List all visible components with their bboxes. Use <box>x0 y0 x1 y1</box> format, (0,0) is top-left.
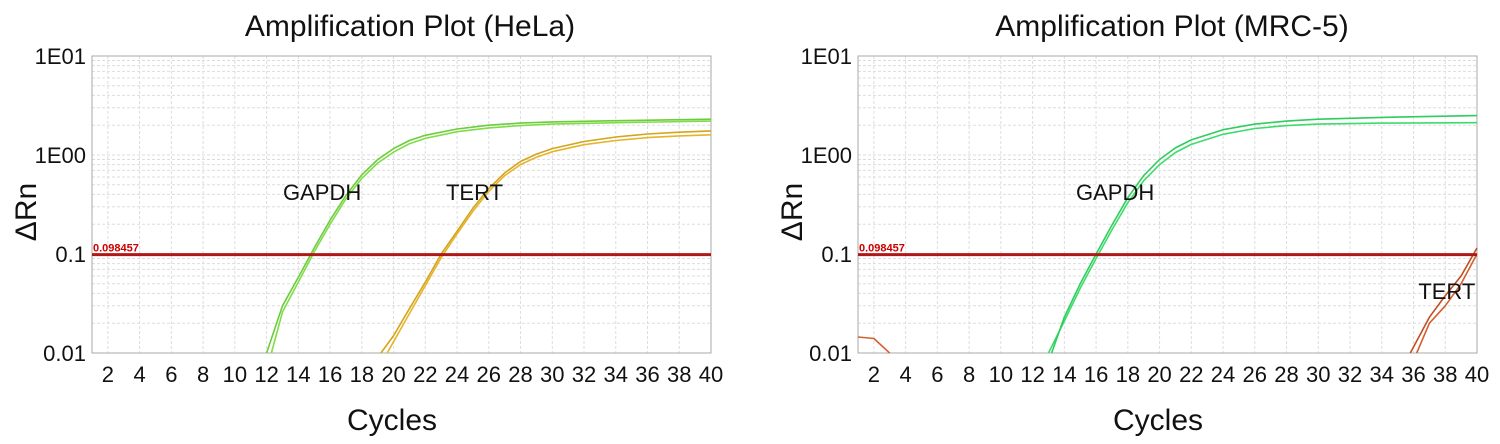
x-tick-label: 40 <box>699 362 723 387</box>
threshold: 0.098457 <box>858 243 1477 257</box>
annotation-label: GAPDH <box>283 180 361 205</box>
chart-title: Amplification Plot (HeLa) <box>245 10 575 43</box>
x-axis-ticks: 2 4 6 8 10 12 14 16 18 20 22 24 26 28 30 32 34 36 38 40 <box>102 362 723 387</box>
x-tick-label: 20 <box>381 362 405 387</box>
x-tick-label: 38 <box>667 362 691 387</box>
y-tick-label: 0.1 <box>55 242 86 267</box>
x-tick-label: 36 <box>635 362 659 387</box>
x-tick-label: 14 <box>1052 362 1076 387</box>
x-tick-label: 4 <box>133 362 145 387</box>
series-line <box>1047 121 1478 354</box>
x-tick-label: 10 <box>223 362 247 387</box>
y-axis-ticks: 0.01 0.1 1E00 1E01 <box>35 44 86 366</box>
x-tick-label: 24 <box>445 362 469 387</box>
series-line <box>265 118 712 354</box>
series-group <box>265 118 712 354</box>
x-tick-label: 26 <box>477 362 501 387</box>
chart-title: Amplification Plot (MRC-5) <box>995 10 1348 43</box>
annotation-label: GAPDH <box>1076 180 1154 205</box>
x-axis-label: Cycles <box>1113 404 1203 437</box>
x-tick-label: 16 <box>318 362 342 387</box>
annotation-label: TERT <box>446 180 503 205</box>
x-tick-label: 6 <box>931 362 943 387</box>
y-axis-ticks: 0.01 0.1 1E00 1E01 <box>801 44 852 366</box>
x-axis-ticks: 2 4 6 8 10 12 14 16 18 20 22 24 26 28 30 32 34 36 38 40 <box>868 362 1489 387</box>
plot-area <box>91 55 712 354</box>
series-group <box>857 114 1478 354</box>
x-tick-label: 32 <box>572 362 596 387</box>
chart-panel-mrc5: Amplification Plot (MRC-5) 0.098457 0.01… <box>776 10 1489 437</box>
x-tick-label: 10 <box>989 362 1013 387</box>
x-tick-label: 22 <box>413 362 437 387</box>
x-tick-label: 26 <box>1243 362 1267 387</box>
y-tick-label: 0.1 <box>821 242 852 267</box>
grid <box>858 56 1477 353</box>
x-tick-label: 32 <box>1338 362 1362 387</box>
x-axis-label: Cycles <box>347 404 437 437</box>
x-tick-label: 2 <box>868 362 880 387</box>
y-tick-label: 1E01 <box>35 44 86 69</box>
x-tick-label: 18 <box>1116 362 1140 387</box>
y-axis-label: ΔRn <box>776 183 809 241</box>
y-tick-label: 0.01 <box>809 341 852 366</box>
x-tick-label: 6 <box>165 362 177 387</box>
series-line <box>380 130 712 354</box>
y-tick-label: 1E00 <box>801 143 852 168</box>
x-tick-label: 18 <box>350 362 374 387</box>
x-tick-label: 28 <box>1274 362 1298 387</box>
plot-area <box>857 55 1478 354</box>
y-tick-label: 1E01 <box>801 44 852 69</box>
y-axis-label: ΔRn <box>10 183 43 241</box>
x-tick-label: 4 <box>899 362 911 387</box>
series-line <box>857 336 891 354</box>
threshold-label: 0.098457 <box>859 243 905 255</box>
grid <box>92 56 711 353</box>
y-tick-label: 0.01 <box>43 341 86 366</box>
x-tick-label: 8 <box>197 362 209 387</box>
x-tick-label: 28 <box>508 362 532 387</box>
x-tick-label: 2 <box>102 362 114 387</box>
threshold-label: 0.098457 <box>93 243 139 255</box>
x-tick-label: 12 <box>1020 362 1044 387</box>
x-tick-label: 12 <box>254 362 278 387</box>
x-tick-label: 24 <box>1211 362 1235 387</box>
x-tick-label: 8 <box>963 362 975 387</box>
series-line <box>1409 247 1478 354</box>
annotations: GAPDH TERT <box>1076 180 1475 304</box>
series-line <box>1050 114 1478 354</box>
series-line <box>270 120 712 354</box>
x-tick-label: 38 <box>1433 362 1457 387</box>
x-tick-label: 20 <box>1147 362 1171 387</box>
series-line <box>386 134 712 354</box>
x-tick-label: 30 <box>540 362 564 387</box>
chart-panel-hela: Amplification Plot (HeLa) 0.098457 0.010… <box>10 10 723 437</box>
x-tick-label: 30 <box>1306 362 1330 387</box>
x-tick-label: 40 <box>1465 362 1489 387</box>
threshold: 0.098457 <box>92 243 711 257</box>
x-tick-label: 16 <box>1084 362 1108 387</box>
x-tick-label: 34 <box>1370 362 1394 387</box>
annotation-label: TERT <box>1418 279 1475 304</box>
x-tick-label: 14 <box>286 362 310 387</box>
x-tick-label: 36 <box>1401 362 1425 387</box>
annotations: GAPDH TERT <box>283 180 503 205</box>
y-tick-label: 1E00 <box>35 143 86 168</box>
series-line <box>1415 253 1478 354</box>
x-tick-label: 22 <box>1179 362 1203 387</box>
x-tick-label: 34 <box>604 362 628 387</box>
